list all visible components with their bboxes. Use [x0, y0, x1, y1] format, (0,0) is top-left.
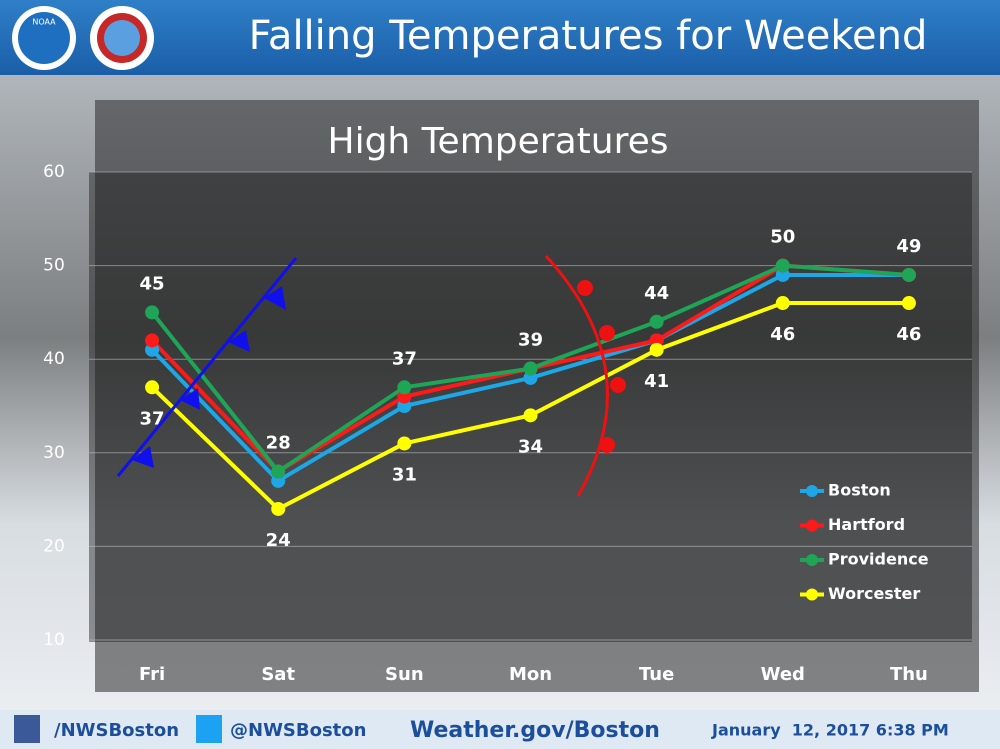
x-tick-label: Fri — [139, 664, 165, 685]
data-point — [397, 380, 412, 395]
noaa-logo-inner — [18, 12, 70, 64]
data-point — [271, 501, 286, 516]
x-tick-label: Mon — [509, 664, 552, 685]
data-point — [145, 305, 160, 320]
data-point — [397, 436, 412, 451]
x-tick-label: Thu — [890, 664, 928, 685]
data-point — [901, 296, 916, 311]
data-point — [523, 408, 538, 423]
twitter-icon — [196, 715, 222, 743]
plot: 10 20 30 40 50 60 Fri Sat Sun Mon Tue Wed Thu 45 28 37 3… — [43, 162, 972, 685]
data-point — [649, 342, 664, 357]
data-label: 28 — [266, 433, 291, 454]
noaa-logo-text: NOAA — [32, 18, 56, 27]
legend-label: Worcester — [828, 584, 920, 603]
data-point — [523, 361, 538, 376]
chart-panel — [95, 100, 979, 692]
legend-marker — [806, 554, 818, 566]
data-point — [775, 296, 790, 311]
data-label: 37 — [392, 348, 417, 369]
y-tick-label: 30 — [43, 443, 65, 463]
data-point — [901, 267, 916, 282]
chart-title: High Temperatures — [328, 121, 669, 162]
data-label: 41 — [644, 371, 669, 392]
data-label: 46 — [770, 324, 795, 345]
y-tick-label: 40 — [43, 349, 65, 369]
timestamp: January 12, 2017 6:38 PM — [711, 721, 949, 740]
legend-marker — [806, 588, 818, 601]
data-label: 24 — [266, 530, 291, 551]
x-tick-label: Tue — [639, 664, 674, 685]
website: Weather.gov/Boston — [410, 718, 660, 743]
x-tick-label: Wed — [761, 664, 805, 685]
y-tick-label: 50 — [43, 256, 65, 276]
data-point — [271, 464, 286, 479]
plot-area — [89, 172, 972, 642]
x-tick-label: Sun — [385, 664, 424, 685]
data-point — [649, 314, 664, 329]
y-tick-label: 60 — [43, 162, 65, 182]
data-label: 31 — [392, 464, 417, 485]
footer-bar — [0, 710, 1000, 749]
data-point — [775, 258, 790, 273]
facebook-handle: /NWSBoston — [54, 720, 179, 741]
y-tick-label: 10 — [43, 630, 65, 650]
facebook-icon — [14, 715, 40, 743]
legend-marker — [806, 519, 818, 532]
header-bar — [0, 0, 1000, 75]
data-label: 44 — [644, 283, 669, 304]
data-point — [145, 380, 160, 395]
legend-label: Hartford — [828, 515, 905, 534]
data-label: 50 — [770, 227, 795, 248]
nws-logo-inner — [104, 20, 140, 56]
twitter-handle: @NWSBoston — [230, 720, 366, 741]
legend-marker — [806, 485, 818, 497]
x-tick-label: Sat — [261, 664, 295, 685]
data-label: 45 — [140, 273, 165, 294]
data-label: 49 — [896, 236, 921, 257]
legend-label: Boston — [828, 481, 891, 500]
legend-label: Providence — [828, 550, 929, 569]
data-label: 37 — [140, 408, 165, 429]
data-label: 46 — [896, 324, 921, 345]
warm-front — [544, 254, 626, 497]
page-title: Falling Temperatures for Weekend — [249, 13, 928, 59]
y-tick-label: 20 — [43, 536, 65, 556]
data-label: 34 — [518, 436, 543, 457]
cold-front — [116, 257, 298, 477]
data-point — [145, 333, 160, 348]
data-label: 39 — [518, 330, 543, 351]
